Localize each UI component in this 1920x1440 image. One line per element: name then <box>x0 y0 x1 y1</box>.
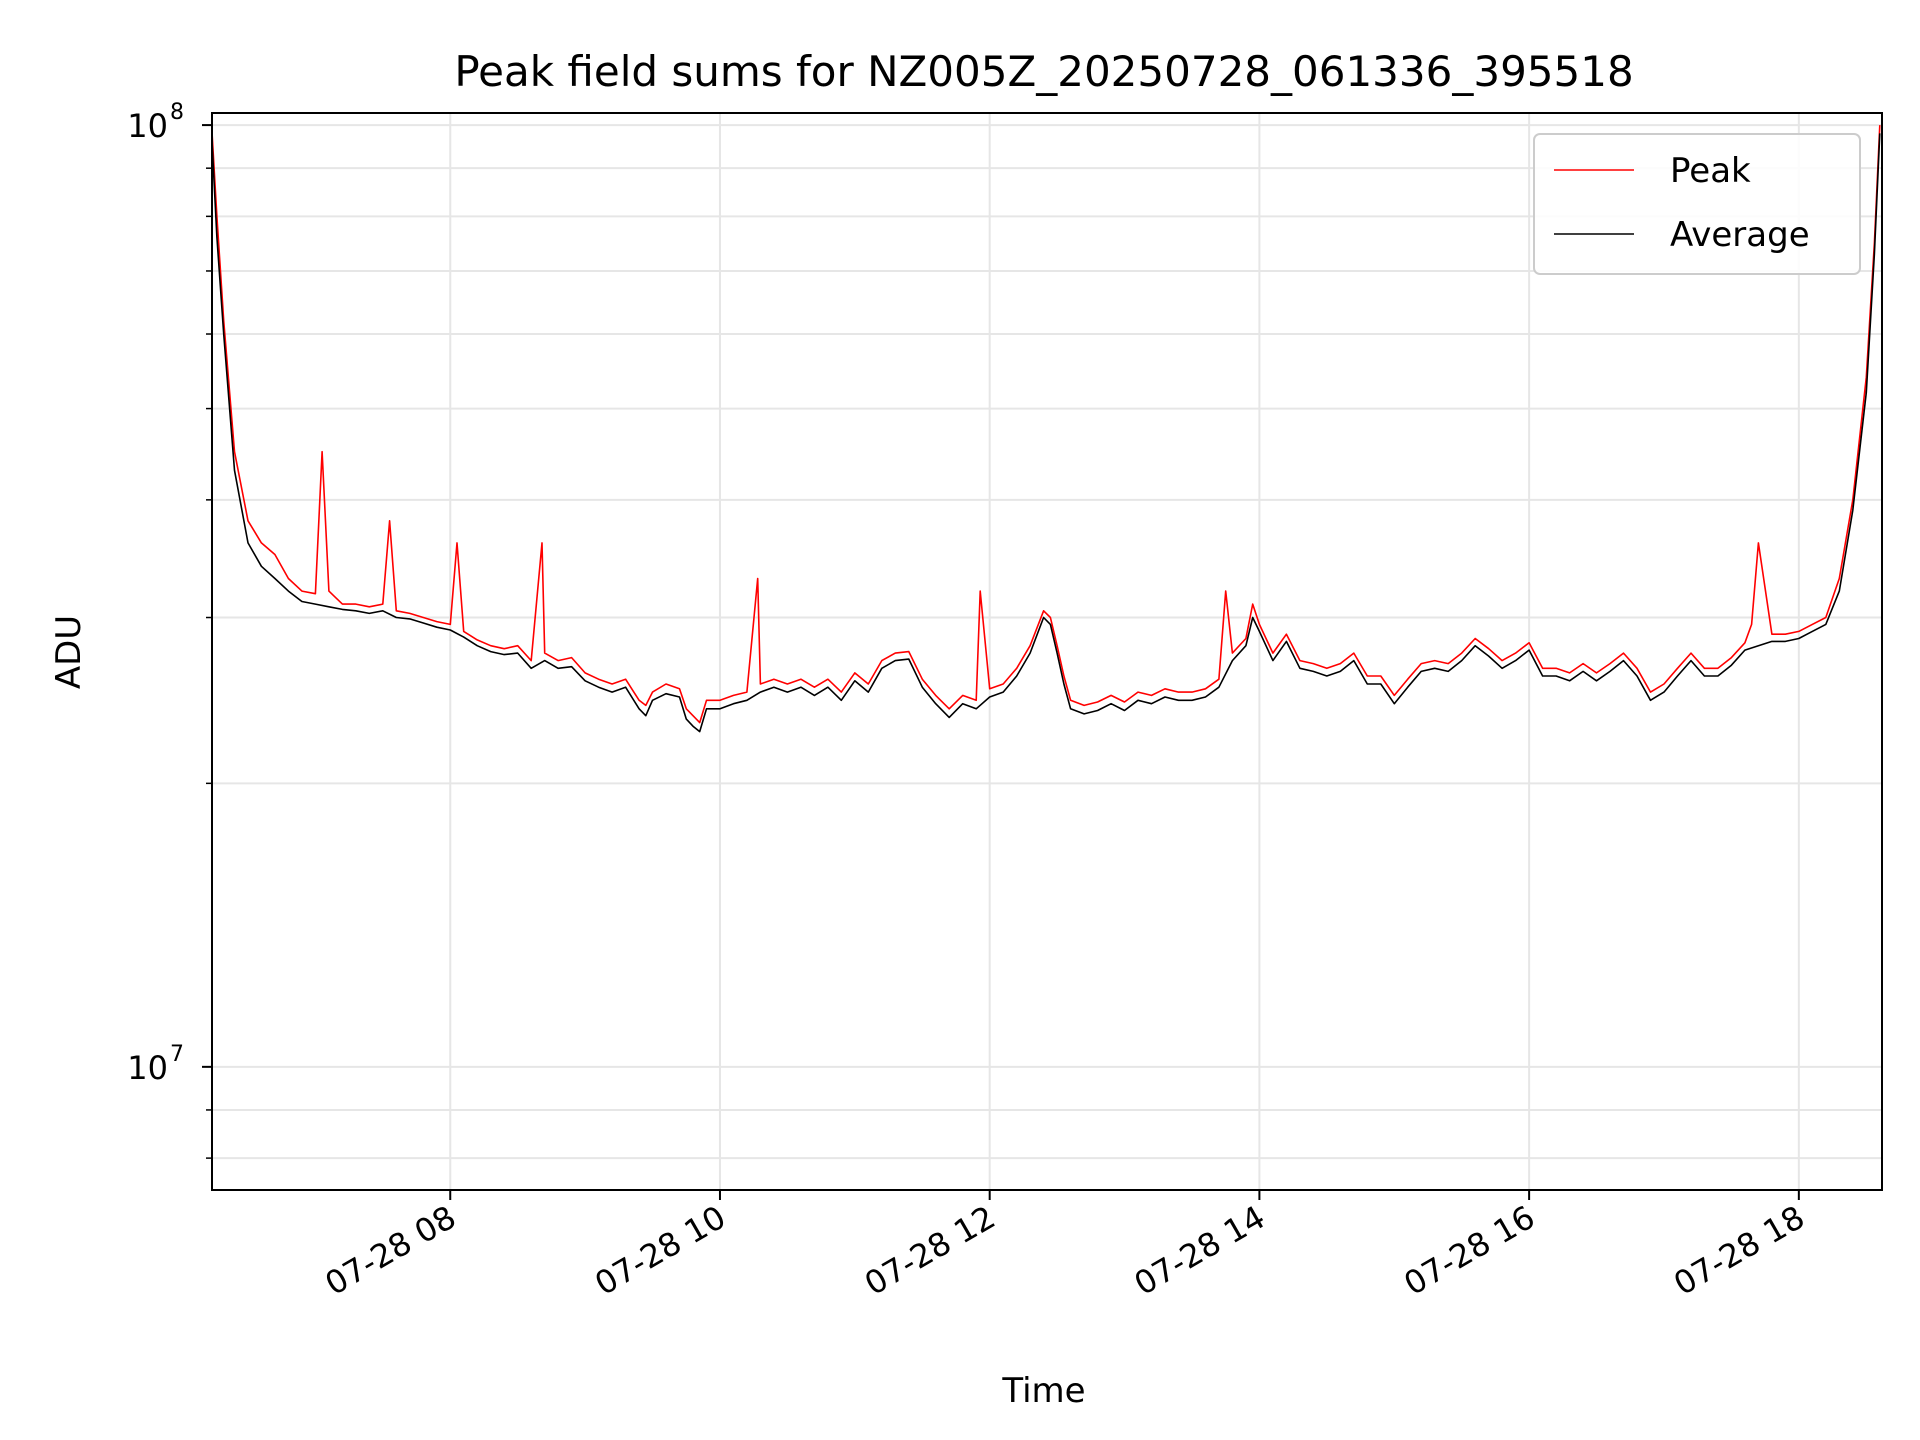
series-line-average <box>212 133 1881 733</box>
x-tick-label: 07-28 18 <box>1667 1198 1811 1303</box>
x-axis-label: Time <box>1001 1371 1085 1411</box>
legend-box <box>1533 133 1861 275</box>
y-tick-label: 10 <box>127 107 168 145</box>
series-line-peak <box>212 125 1881 724</box>
x-axis: 07-28 08 07-28 10 07-28 12 07-28 14 07-28 16… <box>319 1190 1811 1303</box>
y-tick-label: 10 <box>127 1049 168 1087</box>
gridlines <box>212 113 1882 1190</box>
plot-frame <box>211 112 1883 1191</box>
legend: Peak Average <box>1533 133 1861 275</box>
x-tick-label: 07-28 14 <box>1128 1198 1272 1303</box>
legend-label-peak: Peak <box>1670 151 1751 191</box>
legend-label-average: Average <box>1670 215 1810 255</box>
y-axis-label: ADU <box>49 615 89 689</box>
x-tick-label: 07-28 10 <box>588 1198 732 1303</box>
y-tick-exponent: 8 <box>170 100 184 125</box>
chart-title: Peak field sums for NZ005Z_20250728_0613… <box>454 47 1633 96</box>
plot-series-group <box>212 125 1881 733</box>
x-tick-label: 07-28 16 <box>1398 1198 1542 1303</box>
y-tick-exponent: 7 <box>170 1042 184 1067</box>
x-tick-label: 07-28 12 <box>858 1198 1002 1303</box>
x-tick-label: 07-28 08 <box>319 1198 463 1303</box>
